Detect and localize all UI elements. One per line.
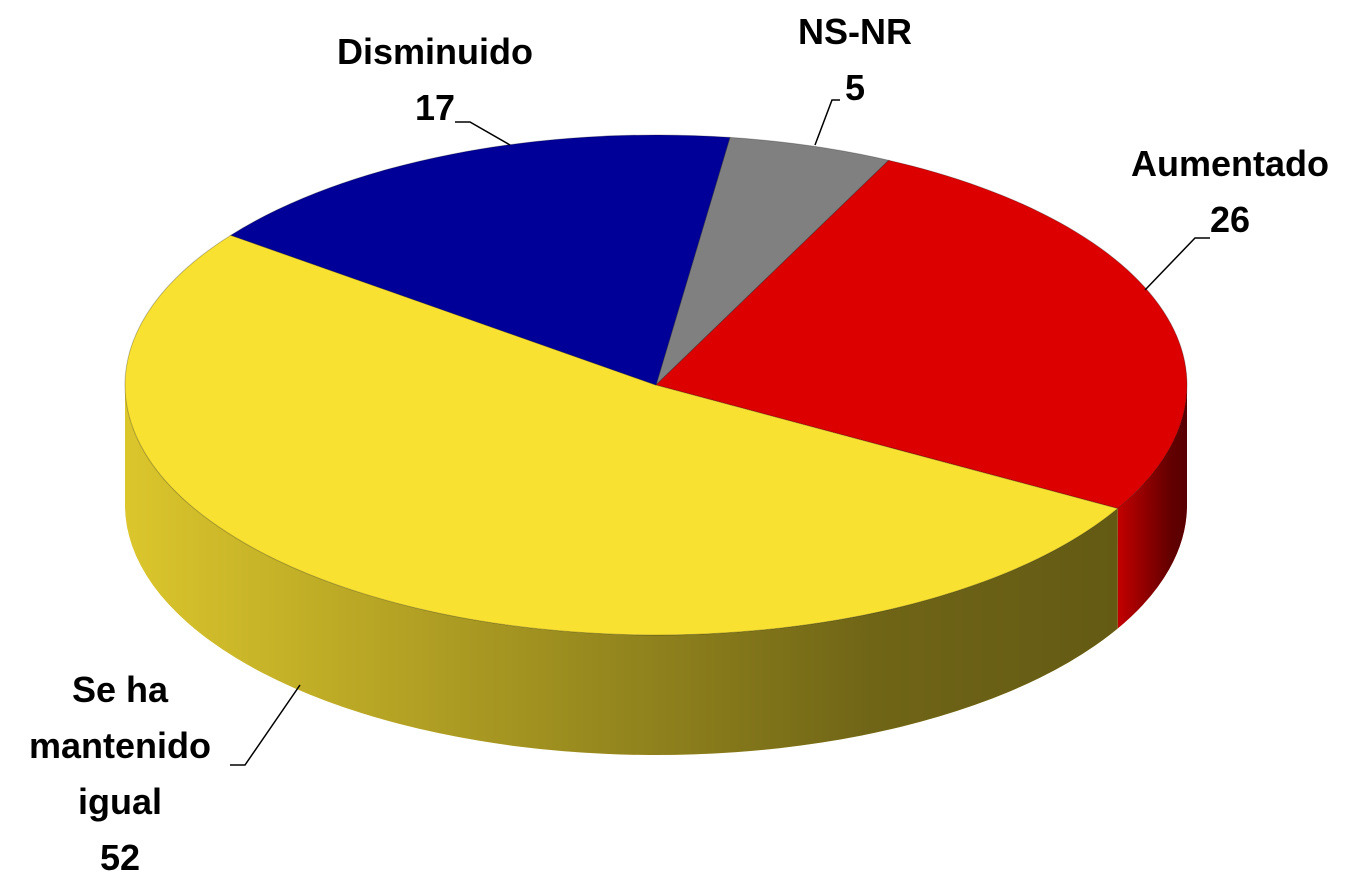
slice-label: Aumentado 26 [1110,136,1350,248]
pie-tops [124,134,1188,636]
value-label: 17 [414,87,456,128]
category-label: Se ha mantenido igual [28,669,211,822]
category-label: Disminuido [337,31,533,72]
category-label: Aumentado [1131,143,1329,184]
category-label: NS-NR [798,11,912,52]
slice-label: NS-NR 5 [780,4,930,116]
slice [654,136,890,387]
slice [655,159,1188,510]
slice [124,234,1119,636]
slice-label: Se ha mantenido igual 52 [0,662,240,886]
value-label: 52 [99,837,141,878]
leader-lines [230,99,1210,766]
side-shade [125,385,1118,755]
leader-line [1144,237,1210,291]
slice [229,134,731,386]
leader-line [230,684,301,766]
side-shade [1117,385,1187,629]
value-label: 26 [1209,199,1251,240]
slice-label: Disminuido 17 [300,24,570,136]
pie-sides [125,385,1187,755]
leader-line [455,121,511,146]
value-label: 5 [844,67,866,108]
leader-line [814,99,840,146]
